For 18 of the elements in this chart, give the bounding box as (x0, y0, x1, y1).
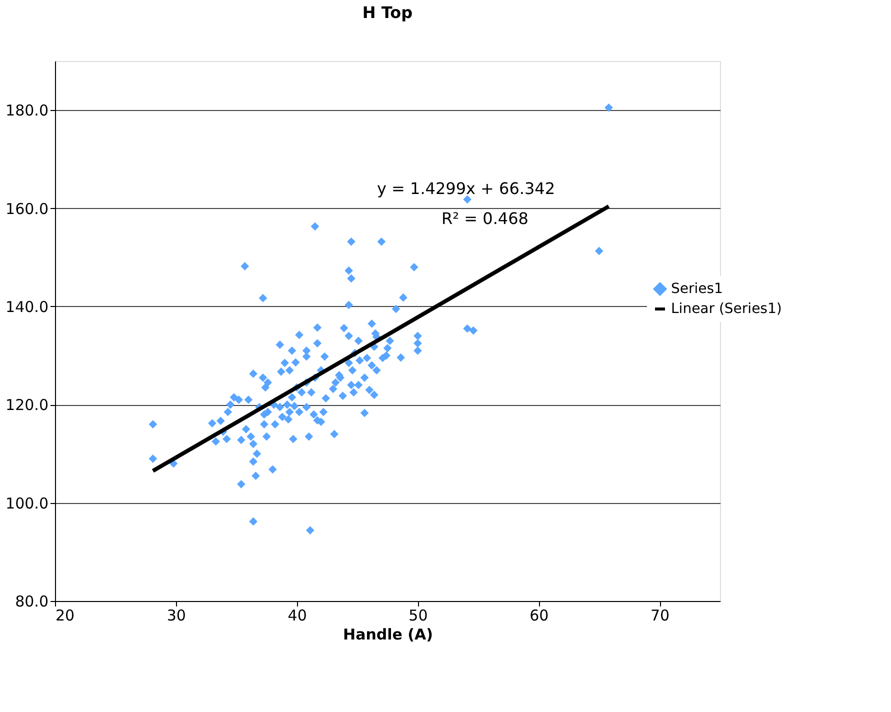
y-tick-label: 160.0 (6, 200, 48, 218)
x-axis-title: Handle (A) (343, 626, 433, 644)
y-tick-label: 100.0 (6, 494, 48, 512)
y-tick-label: 180.0 (6, 102, 48, 120)
y-tick-label: 120.0 (6, 396, 48, 414)
y-tick-label: 140.0 (6, 298, 48, 316)
x-tick-label: 40 (288, 606, 307, 624)
legend-label: Linear (Series1) (671, 301, 782, 317)
chart-title: H Top (362, 3, 413, 22)
x-tick-label: 70 (650, 606, 670, 624)
x-tick-label: 20 (56, 606, 75, 624)
x-tick-label: 50 (408, 606, 428, 624)
x-tick-label: 30 (166, 606, 186, 624)
annotation: R² = 0.468 (442, 209, 528, 228)
x-tick-label: 60 (530, 606, 549, 624)
y-tick-label: 80.0 (15, 592, 48, 610)
legend-label: Series1 (671, 281, 723, 297)
annotation: y = 1.4299x + 66.342 (376, 179, 556, 198)
